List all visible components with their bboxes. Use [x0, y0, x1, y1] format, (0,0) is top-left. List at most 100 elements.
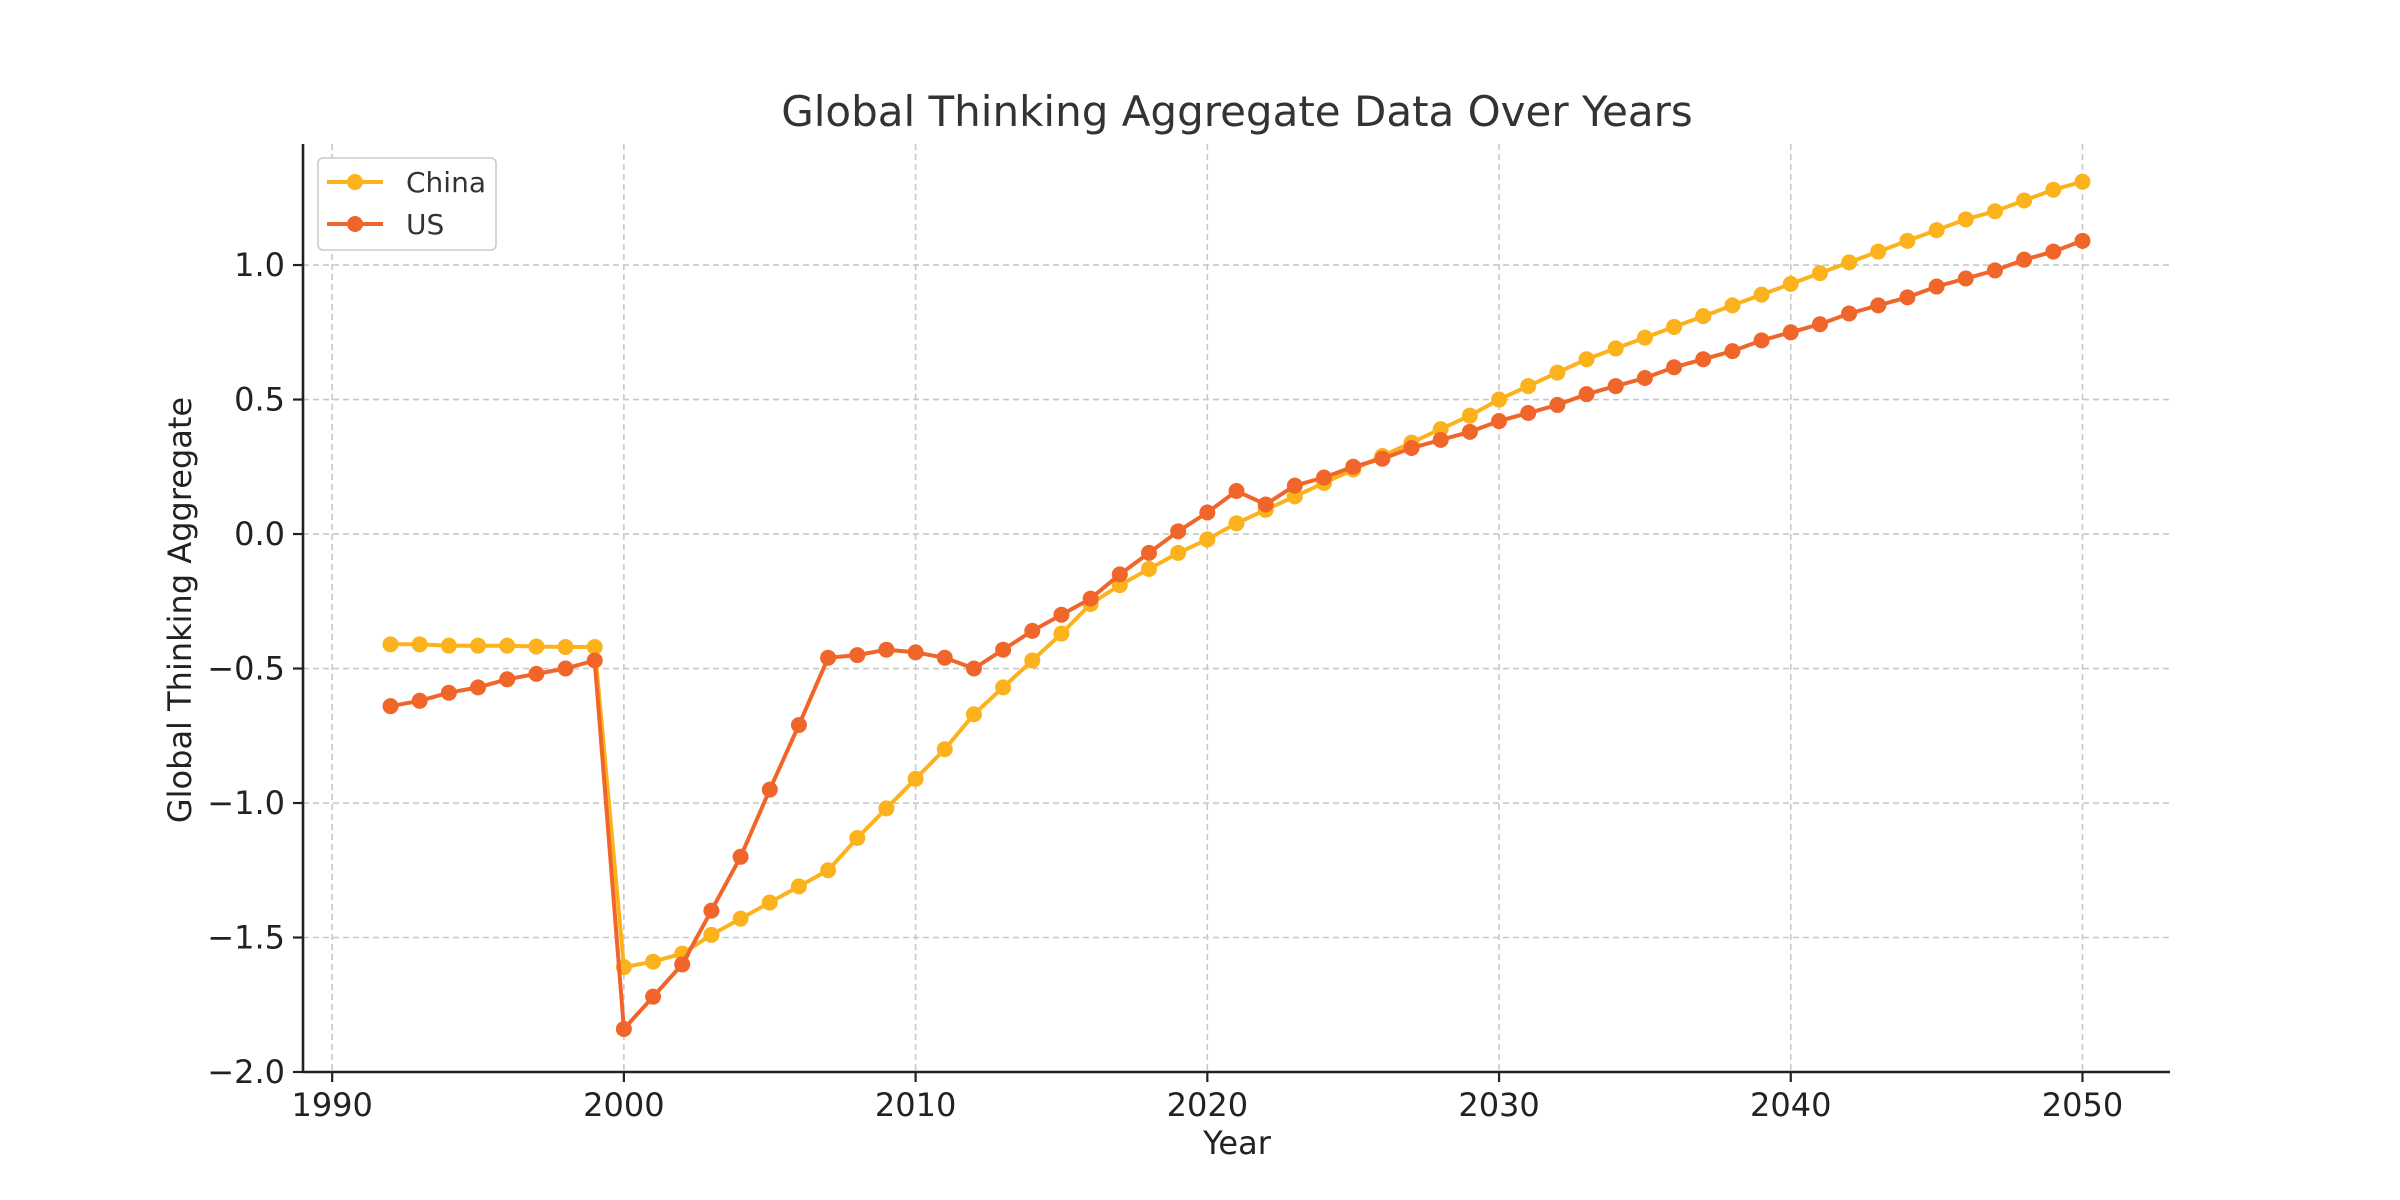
data-point-us [1374, 450, 1391, 467]
data-point-china [1053, 625, 1070, 642]
data-point-china [790, 878, 807, 895]
data-point-us [1957, 270, 1974, 287]
data-point-china [470, 637, 487, 654]
data-point-us [1666, 359, 1683, 376]
data-point-us [1286, 477, 1303, 494]
data-point-us [790, 717, 807, 734]
data-point-china [1549, 364, 1566, 381]
data-point-china [1782, 275, 1799, 292]
data-point-china [849, 829, 866, 846]
legend-swatch-marker [347, 216, 363, 232]
ticks: 1990 2000 2010 2020 2030 2040 2050 −2.0 −1.5 −1.0… [207, 246, 2123, 1124]
data-point-us [1520, 404, 1537, 421]
data-point-us [1432, 431, 1449, 448]
data-point-china [1753, 286, 1770, 303]
x-tick-label: 2010 [875, 1086, 956, 1124]
data-point-china [1228, 515, 1245, 532]
data-point-us [2045, 243, 2062, 260]
data-point-china [1899, 232, 1916, 249]
data-point-us [557, 660, 574, 677]
data-point-china [557, 639, 574, 656]
series-china [382, 173, 2091, 976]
data-point-us [761, 781, 778, 798]
data-point-us [907, 644, 924, 661]
data-point-us [1636, 370, 1653, 387]
data-point-china [1666, 318, 1683, 335]
data-point-china [1811, 265, 1828, 282]
data-point-china [1636, 329, 1653, 346]
axes [301, 144, 2170, 1074]
y-tick-label: 1.0 [234, 246, 285, 284]
data-point-china [965, 706, 982, 723]
data-point-us [1607, 378, 1624, 395]
data-point-china [1199, 531, 1216, 548]
data-point-us [820, 649, 837, 666]
x-axis-label: Year [1202, 1124, 1272, 1162]
data-point-china [1140, 560, 1157, 577]
data-point-us [878, 641, 895, 658]
legend-label: US [406, 208, 444, 241]
data-point-china [528, 638, 545, 655]
data-point-us [1724, 343, 1741, 360]
data-point-us [1403, 439, 1420, 456]
data-point-us [936, 649, 953, 666]
x-tick-label: 2000 [583, 1086, 664, 1124]
data-point-china [2074, 173, 2091, 190]
y-axis-label: Global Thinking Aggregate [161, 397, 199, 823]
data-point-china [1695, 308, 1712, 325]
y-tick-label: 0.5 [234, 381, 285, 419]
data-point-us [1928, 278, 1945, 295]
data-point-us [995, 641, 1012, 658]
data-point-us [732, 848, 749, 865]
data-point-us [1170, 523, 1187, 540]
data-point-china [936, 741, 953, 758]
y-tick-label: −2.0 [207, 1053, 285, 1091]
data-point-china [1461, 407, 1478, 424]
data-point-us [1316, 469, 1333, 486]
chart-title: Global Thinking Aggregate Data Over Year… [781, 87, 1693, 136]
data-point-us [470, 679, 487, 696]
data-point-us [1140, 544, 1157, 561]
data-point-china [732, 910, 749, 927]
x-tick-label: 2040 [1750, 1086, 1831, 1124]
data-point-china [382, 636, 399, 653]
series-line-us [390, 238, 2084, 1031]
data-point-us [1841, 305, 1858, 322]
data-point-us [1753, 332, 1770, 349]
data-point-china [995, 679, 1012, 696]
data-point-us [1053, 606, 1070, 623]
data-point-china [1870, 243, 1887, 260]
series-line-china [390, 179, 2084, 970]
data-point-china [1928, 222, 1945, 239]
legend-swatch-marker [347, 174, 363, 190]
data-point-us [645, 988, 662, 1005]
data-point-china [411, 636, 428, 653]
data-point-china [907, 770, 924, 787]
data-point-china [1024, 652, 1041, 669]
data-point-china [2045, 181, 2062, 198]
data-point-us [1491, 413, 1508, 430]
x-tick-label: 2030 [1458, 1086, 1539, 1124]
data-point-us [1024, 622, 1041, 639]
series-layer [382, 173, 2091, 1037]
legend-label: China [406, 166, 486, 199]
data-point-china [1578, 351, 1595, 368]
data-point-china [1986, 203, 2003, 220]
data-point-us [411, 692, 428, 709]
data-point-us [1986, 262, 2003, 279]
data-point-china [820, 862, 837, 879]
data-point-china [586, 639, 603, 656]
data-point-us [1082, 590, 1099, 607]
data-point-us [703, 902, 720, 919]
data-point-us [1461, 423, 1478, 440]
data-point-us [674, 956, 691, 973]
data-point-china [1170, 544, 1187, 561]
data-point-us [965, 660, 982, 677]
series-us [382, 232, 2091, 1037]
data-point-us [615, 1020, 632, 1037]
data-point-us [528, 665, 545, 682]
data-point-china [2016, 192, 2033, 209]
data-point-us [1549, 396, 1566, 413]
y-tick-label: −1.5 [207, 919, 285, 957]
